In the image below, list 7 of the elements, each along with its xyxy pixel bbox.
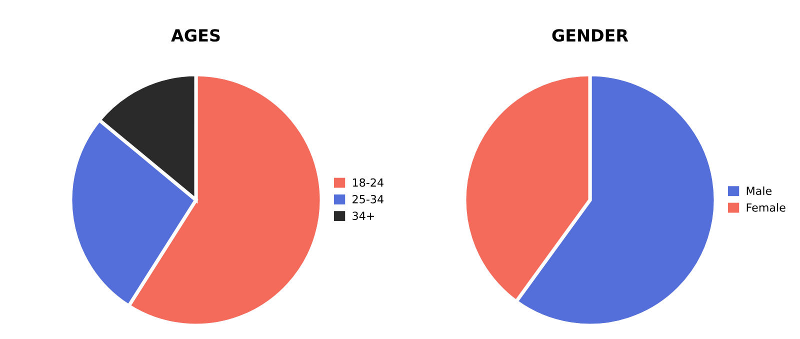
legend-label: 25-34 [352,194,384,204]
chart-title: AGES [171,29,220,42]
legend-label: 18-24 [353,178,384,187]
legend-label: Male [746,186,772,196]
legend-label: Female [746,203,786,212]
chart-title: GENDER [552,29,628,42]
legend-label: 34+ [352,212,374,220]
